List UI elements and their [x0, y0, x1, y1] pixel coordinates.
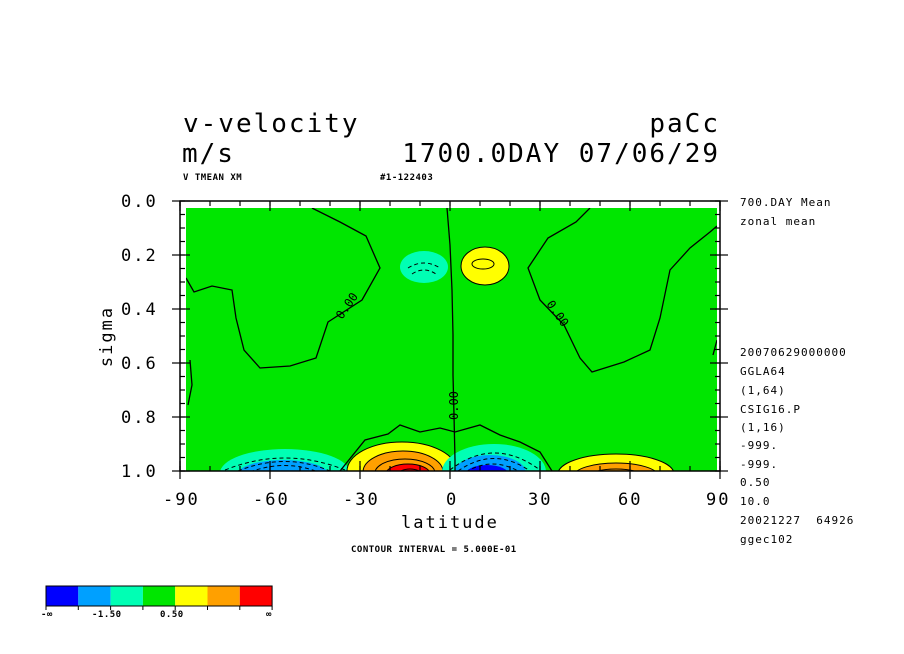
info-line: ggec102: [740, 533, 794, 546]
time-label: 1700.0DAY 07/06/29: [402, 139, 720, 169]
run-label: paCc: [649, 109, 720, 139]
colorbar-frame: [45, 585, 273, 607]
info-mean: 700.DAY Mean: [740, 196, 832, 209]
x-tick-label: 90: [706, 490, 731, 510]
info-type: zonal mean: [740, 215, 817, 228]
colorbar-swatch: [142, 586, 176, 606]
colorbar-swatch: [207, 586, 240, 606]
colorbar-label: ∞: [266, 610, 272, 620]
x-axis-label: latitude: [401, 513, 499, 533]
info-line: CSIG16.P: [740, 403, 801, 416]
axis-ticks: [172, 200, 728, 479]
zero-contours: [186, 208, 717, 471]
units-label: m/s: [182, 139, 235, 169]
colorbar-swatch: [239, 586, 273, 606]
x-tick-label: 60: [618, 490, 643, 510]
info-line: 20021227 64926: [740, 514, 855, 527]
variable-title: v-velocity: [183, 109, 360, 139]
id-label: #1-122403: [380, 173, 434, 183]
colorbar-swatch: [110, 586, 143, 606]
colorbar-swatch: [78, 586, 111, 606]
field-label: V TMEAN XM: [183, 173, 243, 183]
y-tick-label: 0.8: [121, 408, 158, 428]
x-tick-label: -90: [163, 490, 200, 510]
x-tick-label: -30: [343, 490, 380, 510]
info-line: 10.0: [740, 495, 771, 508]
y-tick-label: 1.0: [121, 462, 158, 482]
info-line: -999.: [740, 439, 779, 452]
colorbar: [45, 585, 273, 610]
y-tick-label: 0.0: [121, 192, 158, 212]
info-line: 0.50: [740, 476, 771, 489]
contour-interval-label: CONTOUR INTERVAL = 5.000E-01: [351, 545, 517, 555]
colorbar-label: 0.50: [160, 610, 184, 620]
plot-field: [186, 208, 717, 471]
info-line: (1,16): [740, 421, 786, 434]
colorbar-label: -1.50: [92, 610, 122, 620]
info-line: (1,64): [740, 384, 786, 397]
info-line: 20070629000000: [740, 346, 847, 359]
y-tick-label: 0.6: [121, 354, 158, 374]
colorbar-label: -∞: [41, 610, 53, 620]
y-tick-label: 0.2: [121, 246, 158, 266]
colorbar-swatch: [46, 586, 79, 606]
surface-positive-cell-nh: [558, 453, 674, 471]
y-tick-label: 0.4: [121, 300, 158, 320]
colorbar-swatch: [175, 586, 208, 606]
upper-positive-cell: [460, 246, 510, 286]
contour-label: 0.00: [447, 391, 461, 420]
info-line: -999.: [740, 458, 779, 471]
upper-negative-cell: [400, 251, 448, 283]
x-tick-label: -60: [253, 490, 290, 510]
y-axis-label: sigma: [97, 305, 118, 368]
x-tick-label: 0: [446, 490, 459, 510]
info-line: GGLA64: [740, 365, 786, 378]
x-tick-label: 30: [528, 490, 553, 510]
